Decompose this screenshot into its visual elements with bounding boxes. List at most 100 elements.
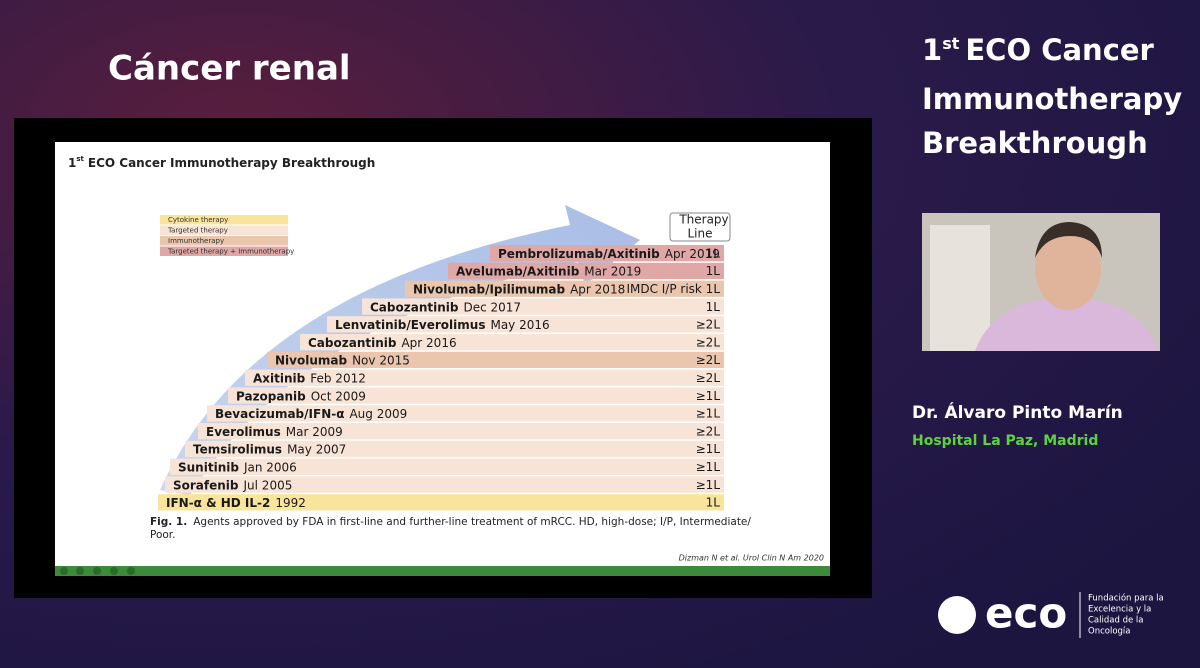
drug-name: Pembrolizumab/Axitinib [498,246,660,260]
caption-label: Fig. 1. [150,516,187,528]
event-number: 1 [922,33,942,67]
therapy-line: ≥2L [696,353,721,367]
foundation-name: Fundación para la [1088,593,1164,604]
drug-name: Cabozantinib [370,300,459,314]
drug-name: Nivolumab/Ipilimumab [413,282,565,296]
therapy-label: Sorafenib Jul 2005 [173,478,292,492]
therapy-row [362,298,724,315]
drug-name: IFN-α & HD IL-2 [166,496,270,510]
legend-swatch [160,215,288,225]
approval-date: Jan 2006 [243,460,297,474]
logo-brand: eco [985,589,1067,638]
therapy-line: ≥1L [696,442,721,456]
foundation-name: Calidad de la [1088,616,1143,626]
approval-date: 1992 [275,496,306,510]
foundation-name: Oncología [1088,627,1130,637]
approval-date: Mar 2019 [584,264,641,278]
caption-text: Poor. [150,529,176,541]
approval-date: Nov 2015 [352,353,410,367]
drug-name: Sunitinib [178,460,239,474]
drug-name: Bevacizumab/IFN-α [215,407,344,421]
therapy-label: Lenvatinib/Everolimus May 2016 [335,318,550,332]
therapy-label: Sunitinib Jan 2006 [178,460,297,474]
therapy-row [405,280,724,297]
therapy-line: ≥2L [696,371,721,385]
therapy-row [300,334,724,351]
approval-date: Mar 2009 [286,424,343,438]
drug-name: Pazopanib [236,389,306,403]
approval-date: Oct 2009 [311,389,366,403]
approval-date: Aug 2009 [349,407,407,421]
therapy-line: 1L [706,496,721,510]
approval-date: May 2007 [287,442,346,456]
therapy-row [267,351,724,369]
legend-label: Cytokine therapy [168,216,228,224]
speaker-face [1035,226,1101,310]
therapy-label: Everolimus Mar 2009 [206,424,343,438]
therapy-label: Pazopanib Oct 2009 [236,389,366,403]
event-title: 1st ECO Cancer Immunotherapy Breakthrough [922,33,1182,160]
drug-name: Everolimus [206,424,281,438]
therapy-line: ≥2L [696,424,721,438]
therapy-row [228,387,724,404]
drug-name: Axitinib [253,371,306,385]
therapy-line: ≥1L [696,460,721,474]
therapy-line: ≥1L [696,407,721,421]
slide-title: 1st ECO Cancer Immunotherapy Breakthrough [68,155,375,170]
foundation-name: Excelencia y la [1088,605,1151,615]
legend-swatch [160,246,288,256]
therapy-line: 1L [706,300,721,314]
therapy-line: IMDC I/P risk 1L [626,282,720,296]
logo-mark [938,596,976,634]
next-button[interactable] [127,567,135,575]
slide-title-ordinal: st [76,155,84,163]
therapy-line: 1L [706,246,721,260]
approval-date: Apr 2016 [401,335,456,349]
therapy-row [490,245,724,262]
zoom-button[interactable] [110,567,118,575]
legend-label: Targeted therapy [167,227,228,235]
pen-button[interactable] [76,567,84,575]
therapy-line: ≥2L [696,318,721,332]
therapy-label: Nivolumab/Ipilimumab Apr 2018 [413,282,625,296]
therapy-line: 1L [706,264,721,278]
therapy-label: Temsirolimus May 2007 [193,442,346,456]
drug-name: Avelumab/Axitinib [456,264,580,278]
therapy-row [170,458,724,475]
drug-name: Lenvatinib/Everolimus [335,318,485,332]
slide-toolbar [55,566,830,576]
therapy-row [327,316,724,333]
citation: Dizman N et al. Urol Clin N Am 2020 [679,554,824,563]
legend-swatch [160,225,288,235]
menu-button[interactable] [93,567,101,575]
therapy-line: ≥1L [696,478,721,492]
event-ordinal: st [942,34,960,53]
approval-date: Dec 2017 [463,300,521,314]
therapy-row [448,262,724,280]
slide-controls[interactable] [60,567,135,575]
legend-swatch [160,236,288,246]
therapy-row [245,369,724,386]
prev-button[interactable] [60,567,68,575]
therapy-label: Avelumab/Axitinib Mar 2019 [456,264,641,278]
drug-name: Sorafenib [173,478,239,492]
therapy-line-header: Therapy [678,213,728,227]
drug-name: Cabozantinib [308,335,397,349]
therapy-label: Nivolumab Nov 2015 [275,353,410,367]
event-line: ECO Cancer [965,33,1154,67]
therapy-label: Cabozantinib Dec 2017 [370,300,521,314]
drug-name: Nivolumab [275,353,347,367]
slide-title-text: ECO Cancer Immunotherapy Breakthrough [88,156,375,170]
therapy-label: IFN-α & HD IL-2 1992 [166,496,306,510]
session-title: Cáncer renal [108,49,351,89]
therapy-label: Axitinib Feb 2012 [253,371,366,385]
speaker-name: Dr. Álvaro Pinto Marín [912,401,1123,423]
speaker-affiliation: Hospital La Paz, Madrid [912,433,1098,449]
therapy-label: Pembrolizumab/Axitinib Apr 2019 [498,246,720,260]
event-line: Immunotherapy [922,82,1182,116]
speaker-hair [1035,222,1102,258]
approval-date: Feb 2012 [310,371,366,385]
slide-title-number: 1 [68,156,76,170]
